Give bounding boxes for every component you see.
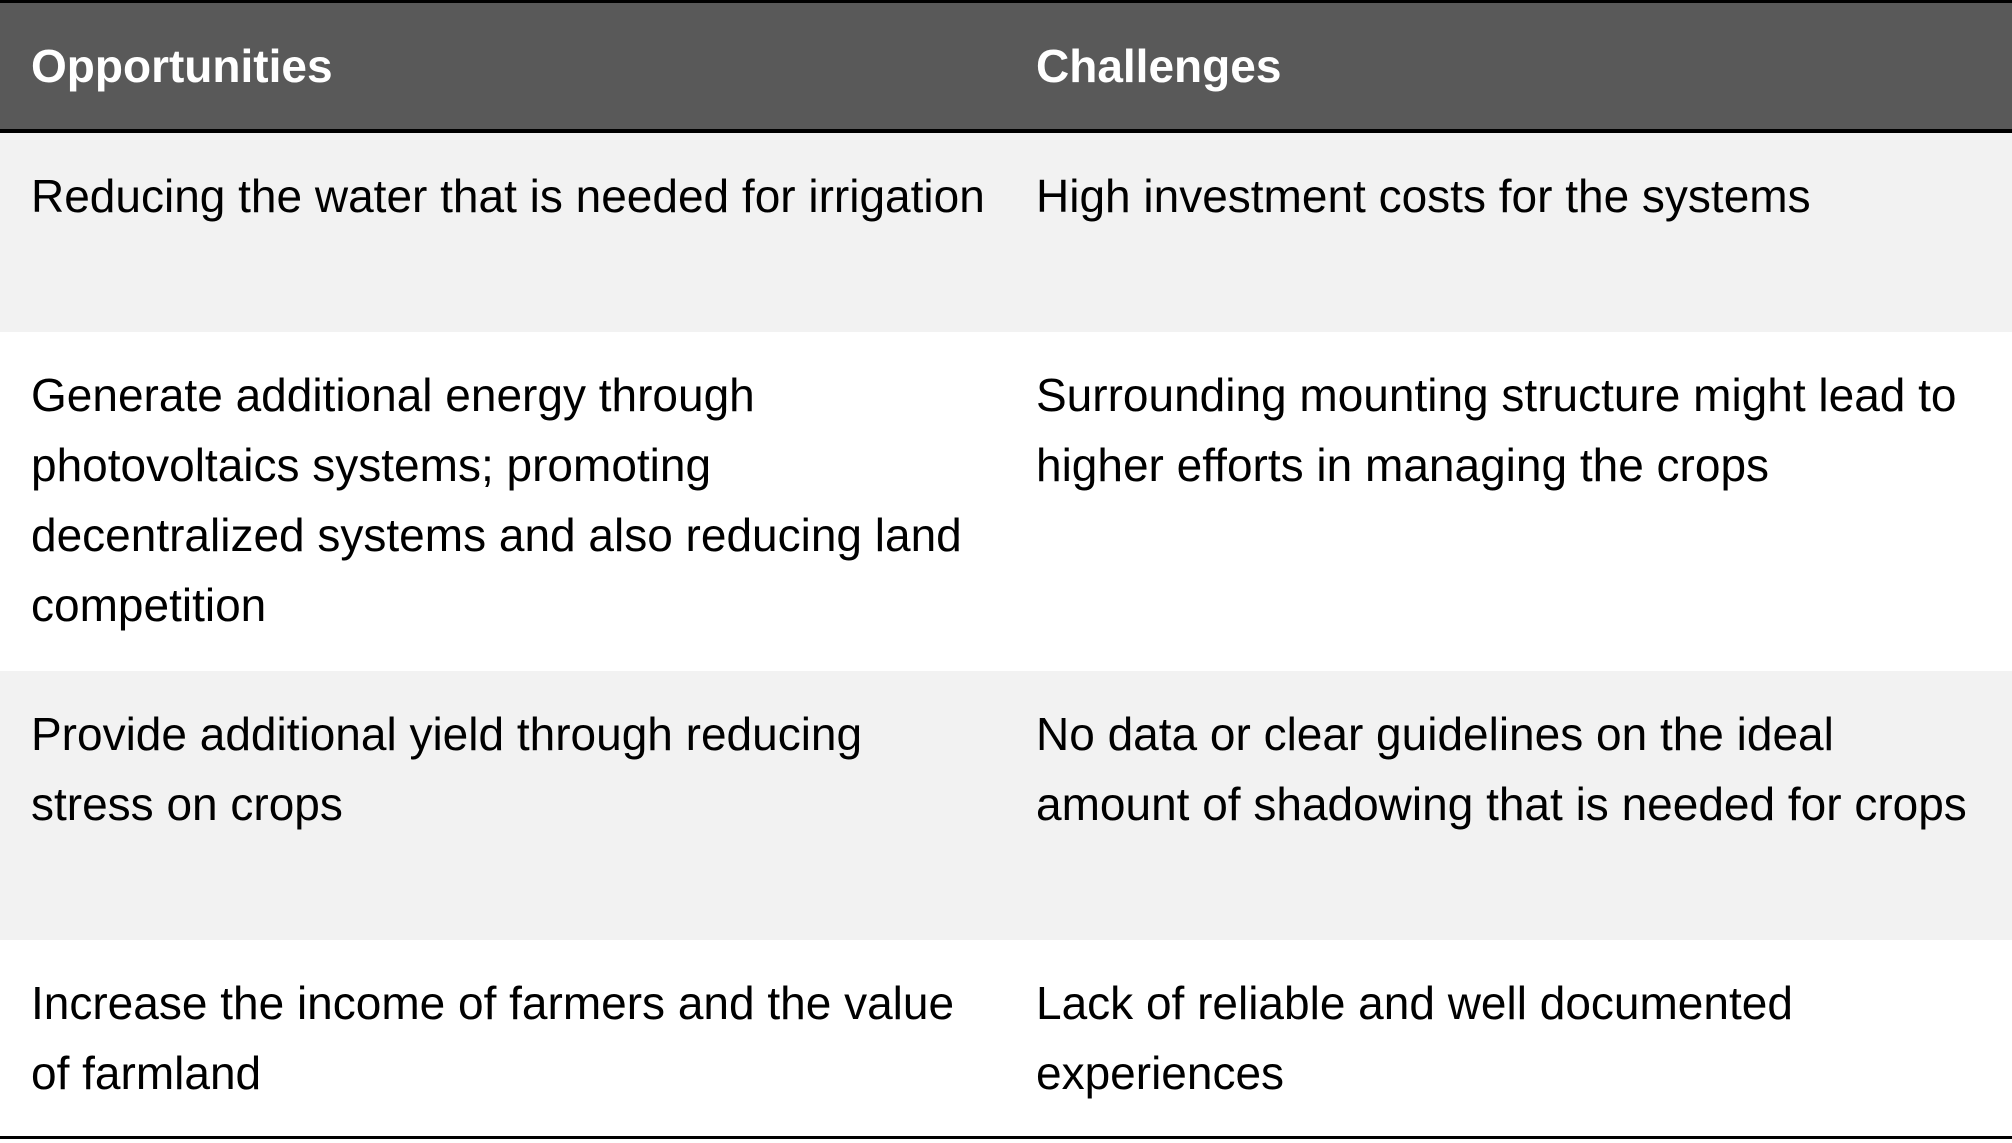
opportunity-cell: Reducing the water that is needed for ir… [31, 170, 985, 222]
table-row: Reducing the water that is needed for ir… [0, 133, 2012, 332]
opportunity-cell: Provide additional yield through reducin… [31, 708, 863, 830]
header-opportunities: Opportunities [31, 40, 333, 92]
table-row: Provide additional yield through reducin… [0, 671, 2012, 940]
table-header-row: Opportunities Challenges [0, 3, 2012, 133]
header-challenges: Challenges [1036, 40, 1282, 92]
table-row: Increase the income of farmers and the v… [0, 940, 2012, 1136]
opportunity-cell: Generate additional energy through photo… [31, 369, 962, 631]
challenge-cell: High investment costs for the systems [1036, 170, 1811, 222]
challenge-cell: No data or clear guidelines on the ideal… [1036, 708, 1967, 830]
opportunity-cell: Increase the income of farmers and the v… [31, 977, 955, 1099]
challenge-cell: Lack of reliable and well documented exp… [1036, 977, 1793, 1099]
challenge-cell: Surrounding mounting structure might lea… [1036, 369, 1957, 491]
table-row: Generate additional energy through photo… [0, 332, 2012, 671]
